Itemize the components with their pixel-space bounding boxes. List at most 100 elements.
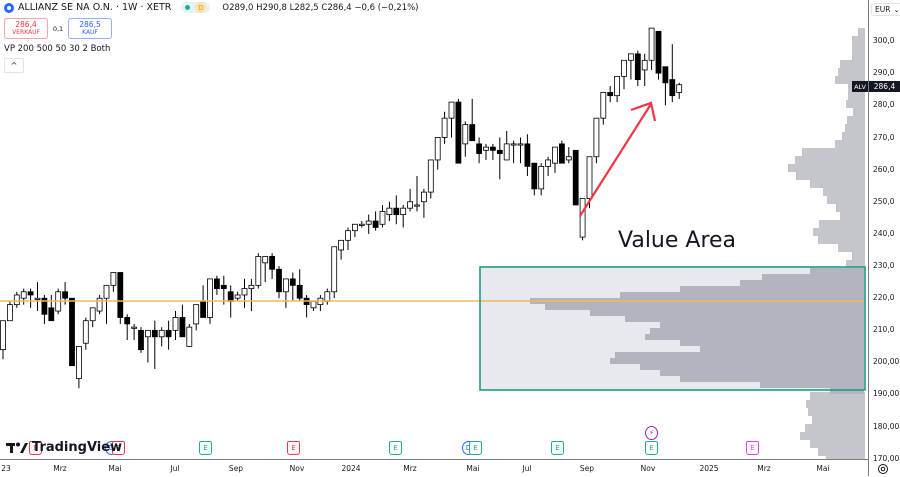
- candle: [338, 239, 345, 260]
- candle: [69, 297, 75, 367]
- ohlc-values: O289,0 H290,8 L282,5 C286,4 −0,6 (−0,21%…: [222, 2, 419, 13]
- price-tick-label: 220,0: [873, 293, 895, 302]
- candle: [386, 201, 393, 222]
- candle: [248, 278, 255, 312]
- candle: [545, 156, 551, 177]
- candle: [193, 304, 200, 331]
- candle: [552, 146, 558, 173]
- candle: [448, 101, 455, 138]
- candle: [393, 195, 400, 225]
- time-tick-label: Jul: [522, 464, 532, 473]
- earnings-event-icon[interactable]: E: [645, 441, 658, 455]
- candle: [655, 30, 662, 80]
- price-change: −0,6 (−0,21%): [354, 2, 419, 13]
- candle: [296, 269, 303, 302]
- candle: [579, 198, 586, 241]
- collapse-legend-button[interactable]: ^: [4, 58, 24, 73]
- buy-button[interactable]: 286,5 KAUF: [68, 18, 112, 39]
- indicator-legend-vp[interactable]: VP 200 500 50 30 2 Both: [4, 44, 111, 54]
- candle: [476, 137, 483, 164]
- candle: [676, 82, 683, 99]
- earnings-event-icon[interactable]: E: [29, 441, 42, 455]
- candle: [186, 323, 193, 347]
- candle: [96, 294, 103, 315]
- candle: [117, 272, 124, 324]
- candle: [282, 278, 289, 308]
- price-chart-canvas[interactable]: [0, 0, 868, 459]
- price-tick-label: 230,0: [873, 261, 895, 270]
- candle: [220, 275, 227, 305]
- candle: [510, 140, 517, 164]
- price-tick-label: 270,0: [873, 133, 895, 142]
- time-tick-label: Mrz: [403, 464, 417, 473]
- candle: [262, 256, 269, 283]
- candle: [0, 320, 6, 360]
- earnings-event-icon[interactable]: E: [199, 441, 212, 455]
- price-tick-label: 280,0: [873, 100, 895, 109]
- last-price-label: 286,4: [869, 81, 900, 92]
- time-axis[interactable]: [0, 459, 868, 477]
- candle: [41, 294, 48, 324]
- candle: [496, 137, 503, 180]
- candle: [600, 92, 607, 125]
- candle: [172, 311, 179, 340]
- time-tick-label: 23: [1, 464, 11, 473]
- candle: [331, 246, 338, 299]
- time-tick-label: Sep: [228, 464, 244, 473]
- candle: [414, 176, 420, 212]
- time-tick-label: Sep: [579, 464, 595, 473]
- candle: [289, 272, 296, 302]
- earnings-event-icon[interactable]: E: [389, 441, 402, 455]
- candle: [662, 66, 669, 106]
- earnings-event-icon[interactable]: E: [112, 441, 125, 455]
- candle: [303, 294, 310, 318]
- candle: [621, 59, 627, 90]
- candle: [103, 284, 110, 324]
- candle: [400, 204, 407, 228]
- time-tick-label: Mrz: [757, 464, 771, 473]
- price-tick-label: 170,00: [873, 454, 900, 463]
- candle: [489, 143, 496, 160]
- candle: [269, 253, 276, 279]
- price-tick-label: 200,00: [873, 357, 900, 366]
- sell-button[interactable]: 286,4 VERKAUF: [4, 18, 48, 39]
- candle: [179, 304, 186, 338]
- currency-selector[interactable]: EUR ⌄: [871, 3, 900, 16]
- candle: [614, 75, 620, 103]
- candle: [634, 50, 641, 87]
- candle: [213, 275, 220, 295]
- candle: [565, 147, 572, 164]
- earnings-event-icon[interactable]: E: [287, 441, 300, 455]
- candle: [234, 291, 241, 302]
- time-tick-label: 2024: [341, 464, 361, 473]
- time-tick-label: Jul: [170, 464, 180, 473]
- candle: [345, 227, 351, 250]
- candle: [462, 121, 469, 157]
- candle: [358, 221, 365, 228]
- symbol-logo-icon: [4, 2, 14, 13]
- chevron-up-icon: ^: [10, 61, 18, 70]
- settings-gear-icon[interactable]: [877, 463, 889, 475]
- value-area-label: Value Area: [618, 228, 737, 253]
- candle: [517, 137, 524, 164]
- earnings-event-icon[interactable]: E: [746, 441, 759, 455]
- earnings-event-icon[interactable]: E: [469, 441, 482, 455]
- candle: [124, 314, 131, 340]
- candle: [20, 288, 27, 305]
- earnings-event-icon[interactable]: E: [551, 441, 564, 455]
- market-status[interactable]: D: [181, 2, 211, 13]
- candle: [310, 301, 317, 312]
- candle: [131, 323, 138, 340]
- candle: [538, 163, 545, 196]
- split-event-icon[interactable]: ⚡: [645, 426, 658, 440]
- price-axis[interactable]: [868, 0, 900, 476]
- time-tick-label: Nov: [640, 464, 656, 473]
- candle: [110, 272, 117, 292]
- symbol-title[interactable]: ALLIANZ SE NA O.N. · 1W · XETR: [18, 2, 172, 13]
- tradingview-logo[interactable]: TradingView: [6, 440, 122, 455]
- candle: [572, 149, 579, 206]
- time-tick-label: Nov: [289, 464, 305, 473]
- price-tick-label: 250,0: [873, 197, 895, 206]
- candle: [151, 320, 158, 369]
- candle: [324, 288, 331, 305]
